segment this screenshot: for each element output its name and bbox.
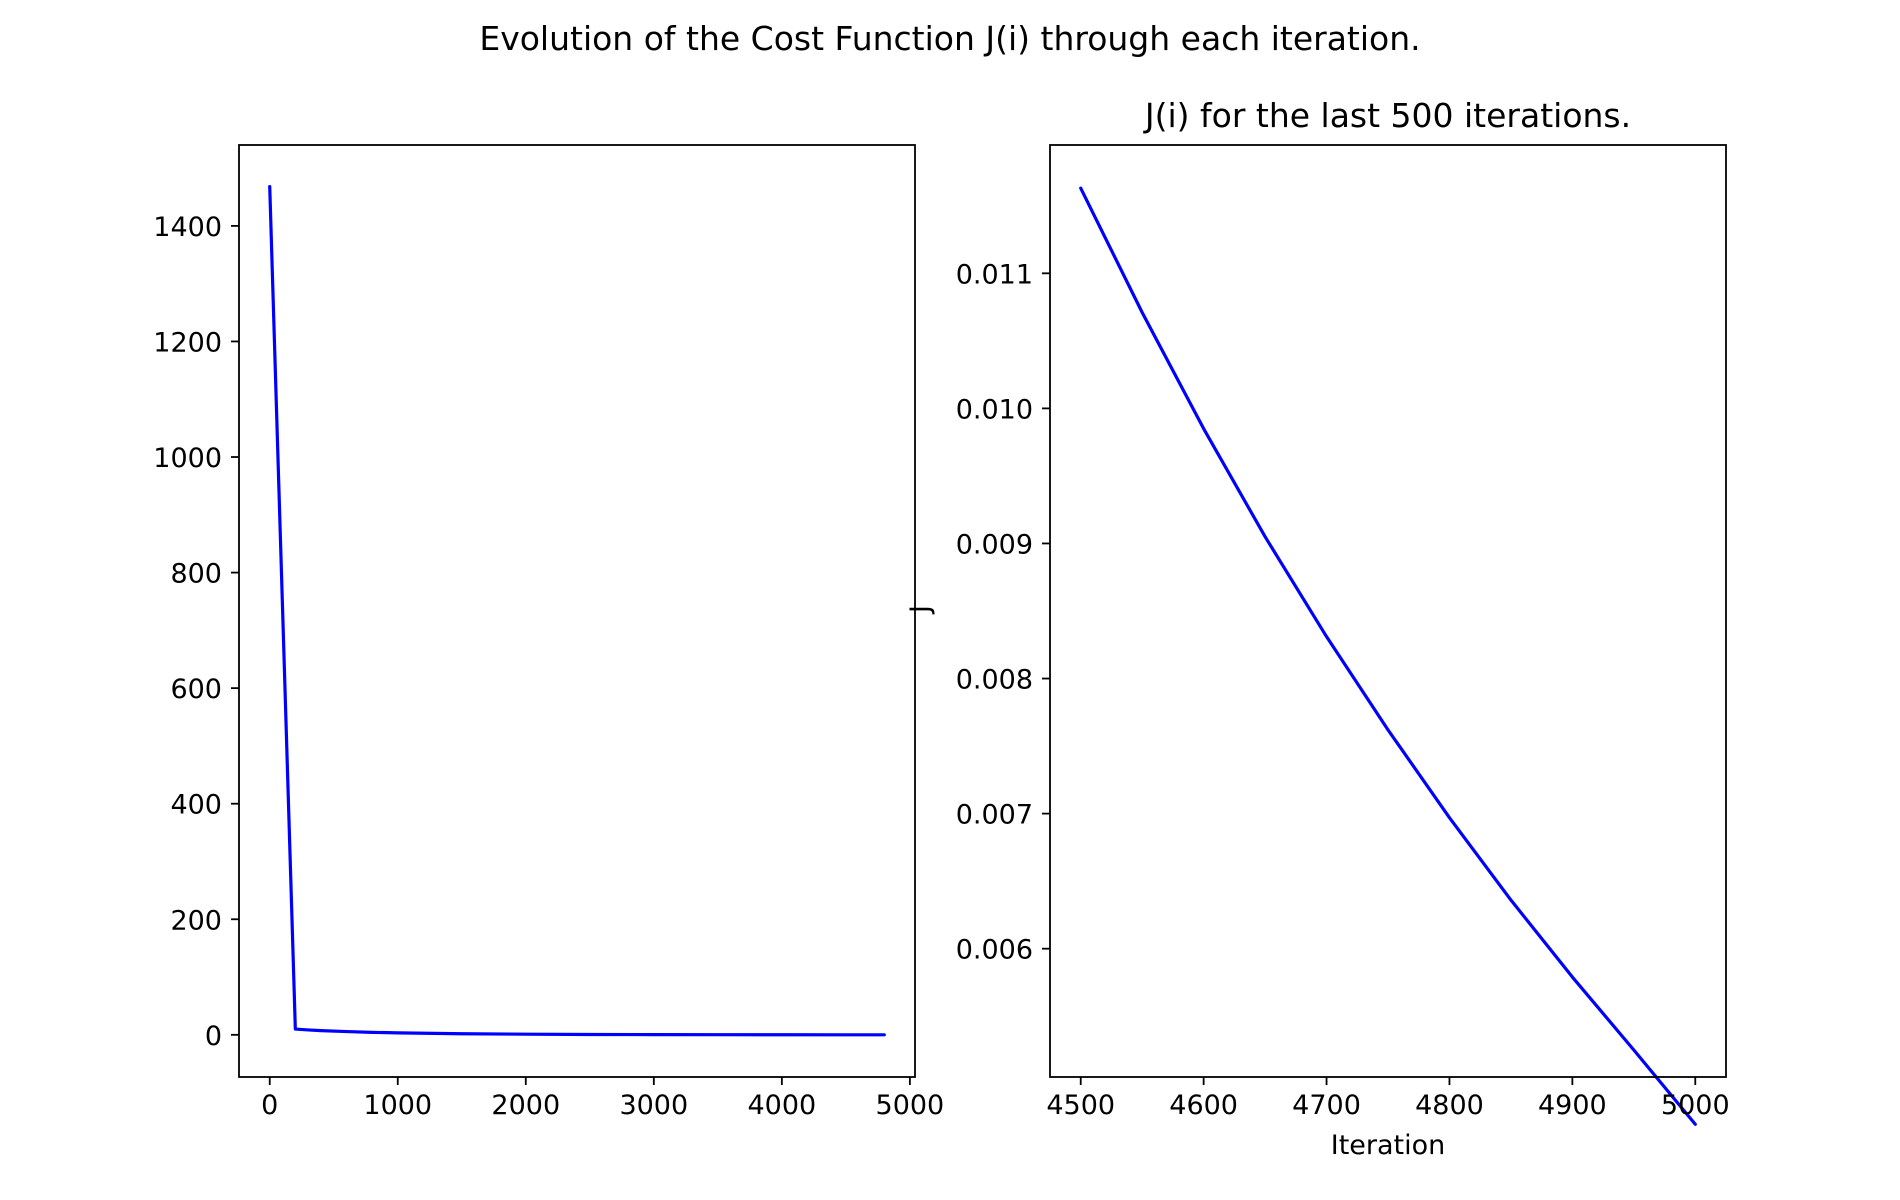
left-axes-frame [238, 144, 916, 1078]
left-x-tick-label: 1000 [363, 1090, 432, 1121]
left-x-tick-label: 0 [261, 1090, 278, 1121]
right-x-axis-label: Iteration [1331, 1130, 1446, 1161]
right-plot-area: 4500 4600 4700 4800 4900 5000 0.006 0.007 0.008 0… [956, 96, 1730, 1161]
left-y-tick-label: 1200 [153, 327, 222, 358]
right-y-tick-label: 0.007 [956, 800, 1033, 831]
left-y-tick-label: 1400 [153, 212, 222, 243]
left-y-tick-label: 200 [170, 905, 222, 936]
right-y-tick-label: 0.006 [956, 935, 1033, 966]
left-plot-area: 0 1000 2000 3000 4000 5000 0 200 400 600 800 1000 12… [153, 144, 945, 1121]
right-x-tick-label: 4800 [1415, 1090, 1484, 1121]
left-y-axis-label: J [905, 605, 936, 615]
right-x-tick-label: 4500 [1046, 1090, 1115, 1121]
left-series-line-0 [268, 185, 886, 1037]
left-y-tick-label: 800 [170, 559, 222, 590]
left-x-tick-label: 3000 [619, 1090, 688, 1121]
right-axes-title: J(i) for the last 500 iterations. [1143, 96, 1631, 135]
left-x-tick-label: 4000 [747, 1090, 816, 1121]
right-y-tick-label: 0.011 [956, 259, 1033, 290]
right-x-tick-label: 5000 [1661, 1090, 1730, 1121]
right-x-tick-label: 4700 [1292, 1090, 1361, 1121]
left-y-tick-label: 600 [170, 674, 222, 705]
left-x-tick-label: 2000 [491, 1090, 560, 1121]
right-x-tick-label: 4600 [1169, 1090, 1238, 1121]
left-y-tick-label: 1000 [153, 443, 222, 474]
left-y-tick-label: 0 [205, 1021, 222, 1052]
right-y-tick-label: 0.009 [956, 529, 1033, 560]
figure-suptitle: Evolution of the Cost Function J(i) thro… [479, 19, 1420, 58]
right-y-tick-label: 0.010 [956, 394, 1033, 425]
left-y-tick-label: 400 [170, 790, 222, 821]
right-series-line-0 [1079, 186, 1697, 1126]
right-y-tick-label: 0.008 [956, 665, 1033, 696]
left-x-tick-label: 5000 [876, 1090, 945, 1121]
right-x-tick-label: 4900 [1538, 1090, 1607, 1121]
right-axes-frame [1049, 144, 1727, 1078]
